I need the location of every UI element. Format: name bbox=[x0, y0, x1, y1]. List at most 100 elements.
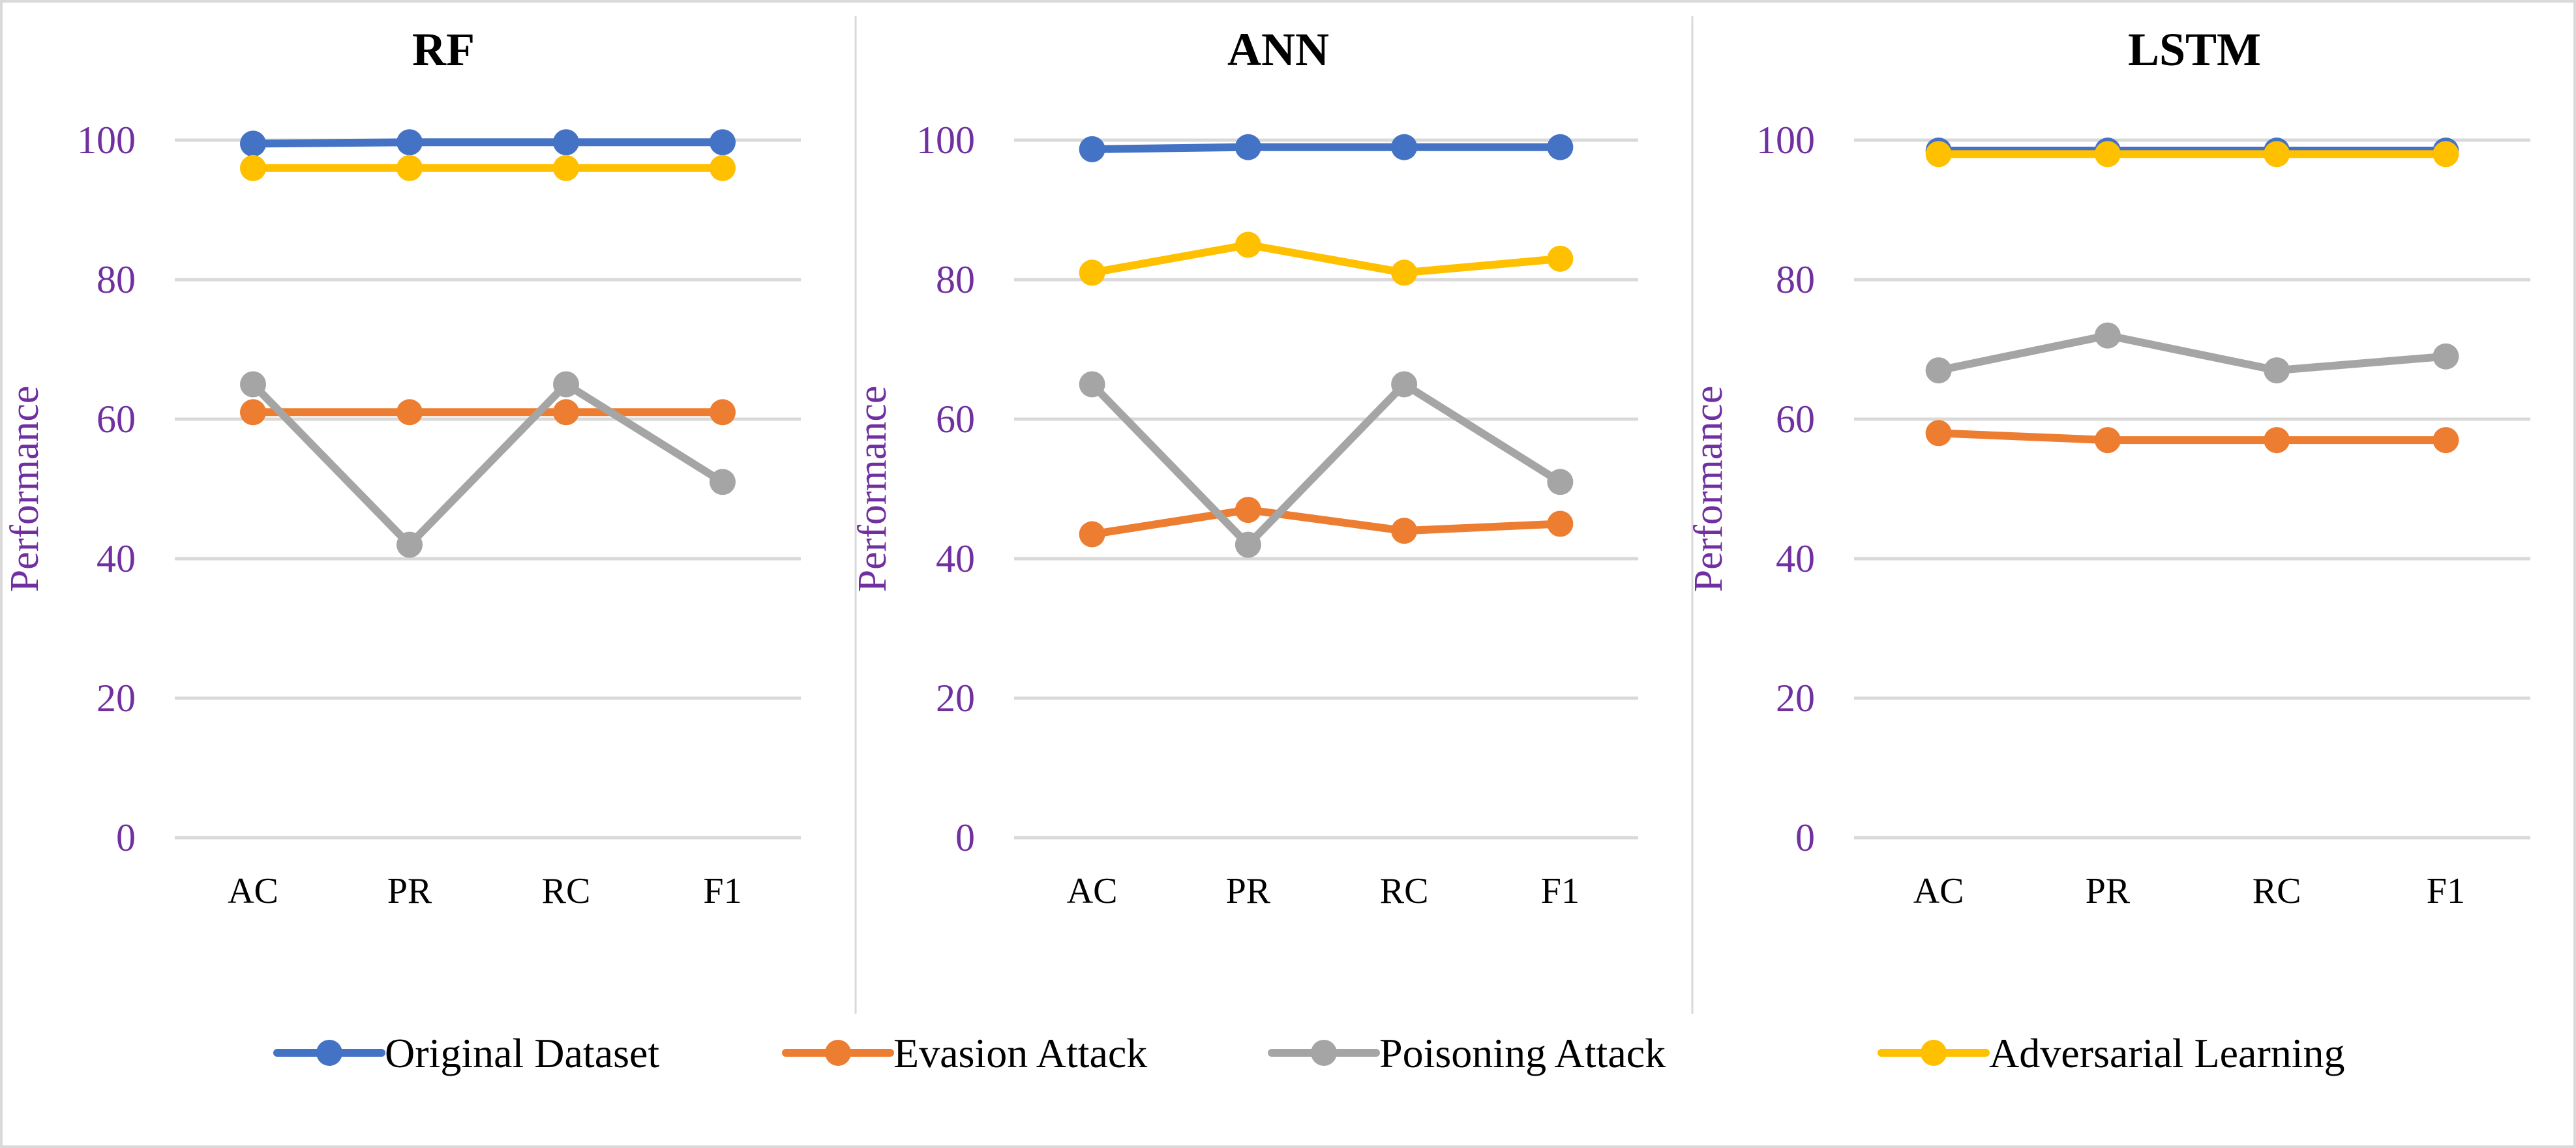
chart-title: RF bbox=[412, 23, 475, 76]
data-point-poisoning-attack bbox=[553, 371, 579, 398]
x-tick-label: PR bbox=[2086, 871, 2131, 911]
series-line-poisoning-attack bbox=[1088, 380, 1565, 549]
data-point-poisoning-attack bbox=[2433, 343, 2459, 370]
y-axis-label: Performance bbox=[3, 386, 47, 593]
data-point-original-dataset bbox=[1235, 134, 1261, 160]
y-tick-label: 60 bbox=[1776, 398, 1815, 441]
y-tick-label: 40 bbox=[936, 537, 975, 580]
data-point-poisoning-attack bbox=[2094, 322, 2121, 349]
legend-label: Evasion Attack bbox=[893, 1030, 1147, 1076]
data-point-adversarial-learning bbox=[1079, 259, 1105, 286]
series-line-poisoning-attack bbox=[249, 380, 726, 549]
series-line-evasion-attack bbox=[1088, 506, 1565, 538]
data-point-poisoning-attack bbox=[1235, 531, 1261, 558]
data-point-adversarial-learning bbox=[240, 155, 266, 181]
data-point-adversarial-learning bbox=[1235, 231, 1261, 258]
series-line-adversarial-learning bbox=[1088, 241, 1565, 277]
data-point-evasion-attack bbox=[1391, 518, 1418, 544]
data-point-adversarial-learning bbox=[2433, 141, 2459, 168]
data-point-original-dataset bbox=[1391, 134, 1418, 160]
y-axis-label: Performance bbox=[850, 386, 895, 593]
data-point-original-dataset bbox=[397, 129, 423, 156]
x-tick-label: RC bbox=[2253, 871, 2301, 911]
data-point-evasion-attack bbox=[397, 399, 423, 426]
data-point-evasion-attack bbox=[1925, 420, 1952, 447]
y-tick-label: 20 bbox=[97, 677, 136, 720]
chart-lstm: 0 20 40 60 80 100 LSTM Performance AC PR RC F1 bbox=[1686, 23, 2530, 911]
data-point-poisoning-attack bbox=[1547, 469, 1574, 495]
x-tick-label: RC bbox=[1380, 871, 1429, 911]
x-tick-label: AC bbox=[1913, 871, 1964, 911]
y-tick-label: 80 bbox=[97, 258, 136, 301]
x-tick-label: F1 bbox=[1541, 871, 1580, 911]
chart-title: ANN bbox=[1227, 23, 1329, 76]
legend-marker-poisoning-attack bbox=[1311, 1040, 1337, 1066]
data-point-adversarial-learning bbox=[397, 155, 423, 181]
data-point-poisoning-attack bbox=[2264, 357, 2290, 384]
y-tick-label: 80 bbox=[936, 258, 975, 301]
data-point-original-dataset bbox=[1079, 136, 1105, 162]
y-tick-label: 40 bbox=[1776, 537, 1815, 580]
y-tick-label: 0 bbox=[116, 816, 136, 859]
charts-area: 0 20 40 60 80 100 RF Performance AC PR RC F1 0 20 40 60… bbox=[3, 16, 2530, 1014]
y-axis-label: Performance bbox=[1686, 386, 1731, 593]
data-point-evasion-attack bbox=[1235, 497, 1261, 523]
series-line-evasion-attack bbox=[1934, 429, 2450, 445]
legend-label: Original Dataset bbox=[385, 1030, 659, 1076]
y-tick-label: 100 bbox=[1756, 119, 1815, 162]
y-tick-label: 20 bbox=[1776, 677, 1815, 720]
data-point-adversarial-learning bbox=[2094, 141, 2121, 168]
data-point-adversarial-learning bbox=[710, 155, 736, 181]
x-tick-label: F1 bbox=[2427, 871, 2465, 911]
legend-marker-original-dataset bbox=[316, 1040, 342, 1066]
y-tick-label: 100 bbox=[916, 119, 975, 162]
x-tick-label: PR bbox=[387, 871, 432, 911]
data-point-adversarial-learning bbox=[1391, 259, 1418, 286]
data-point-poisoning-attack bbox=[397, 531, 423, 558]
data-point-adversarial-learning bbox=[1925, 141, 1952, 168]
legend-marker-adversarial-learning bbox=[1921, 1040, 1947, 1066]
chart-title: LSTM bbox=[2128, 23, 2261, 76]
data-point-original-dataset bbox=[710, 129, 736, 156]
data-point-evasion-attack bbox=[1547, 510, 1574, 537]
data-point-adversarial-learning bbox=[553, 155, 579, 181]
data-point-adversarial-learning bbox=[1547, 245, 1574, 272]
legend-label: Adversarial Learning bbox=[1989, 1030, 2345, 1076]
y-tick-label: 60 bbox=[97, 398, 136, 441]
data-point-evasion-attack bbox=[2094, 427, 2121, 454]
chart-rf: 0 20 40 60 80 100 RF Performance AC PR RC F1 bbox=[3, 16, 857, 1014]
y-tick-label: 60 bbox=[936, 398, 975, 441]
y-tick-label: 20 bbox=[936, 677, 975, 720]
data-point-poisoning-attack bbox=[240, 371, 266, 398]
legend-label: Poisoning Attack bbox=[1379, 1030, 1666, 1076]
y-tick-label: 80 bbox=[1776, 258, 1815, 301]
data-point-evasion-attack bbox=[2433, 427, 2459, 454]
data-point-poisoning-attack bbox=[710, 469, 736, 495]
chart-ann: 0 20 40 60 80 100 ANN Performance AC PR RC F1 bbox=[850, 16, 1694, 1014]
y-tick-label: 0 bbox=[955, 816, 975, 859]
x-tick-label: F1 bbox=[703, 871, 741, 911]
data-point-poisoning-attack bbox=[1925, 357, 1952, 384]
legend: Original Dataset Evasion Attack Poisoning … bbox=[273, 1030, 2345, 1076]
y-tick-label: 40 bbox=[97, 537, 136, 580]
y-tick-label: 100 bbox=[77, 119, 136, 162]
data-point-evasion-attack bbox=[1079, 521, 1105, 548]
data-point-evasion-attack bbox=[240, 399, 266, 426]
series-line-poisoning-attack bbox=[1934, 331, 2450, 375]
x-tick-label: AC bbox=[1067, 871, 1118, 911]
data-point-evasion-attack bbox=[2264, 427, 2290, 454]
y-tick-label: 0 bbox=[1795, 816, 1815, 859]
x-tick-label: PR bbox=[1226, 871, 1271, 911]
data-point-original-dataset bbox=[1547, 134, 1574, 160]
data-point-poisoning-attack bbox=[1079, 371, 1105, 398]
data-point-original-dataset bbox=[240, 130, 266, 157]
data-point-evasion-attack bbox=[553, 399, 579, 426]
series-line-original-dataset bbox=[1088, 143, 1565, 153]
data-point-poisoning-attack bbox=[1391, 371, 1418, 398]
legend-marker-evasion-attack bbox=[825, 1040, 851, 1066]
data-point-evasion-attack bbox=[710, 399, 736, 426]
series-line-original-dataset bbox=[249, 138, 726, 148]
x-tick-label: RC bbox=[542, 871, 591, 911]
